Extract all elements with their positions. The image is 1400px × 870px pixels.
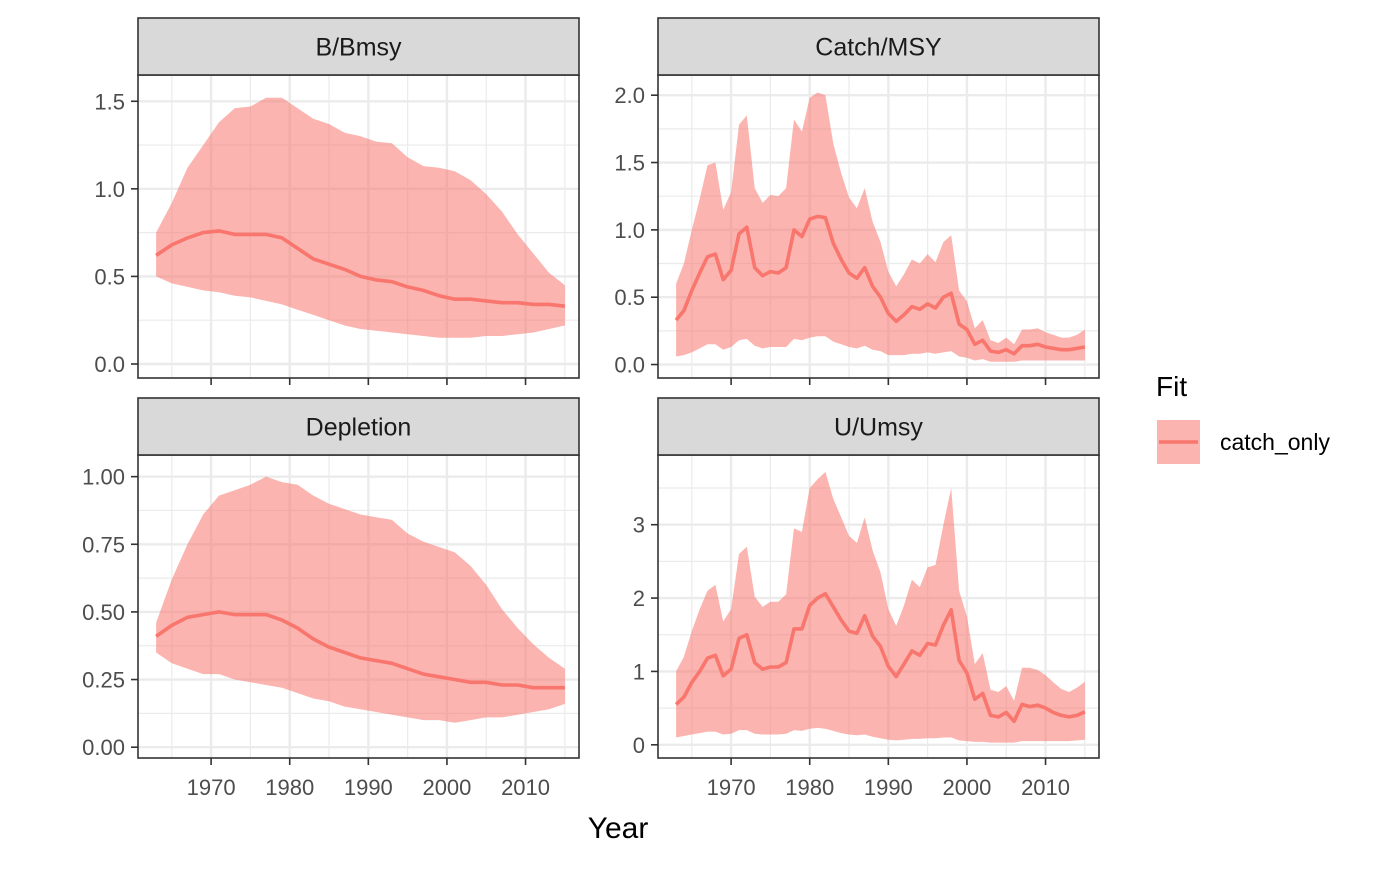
y-tick-label: 1.00: [82, 465, 125, 490]
confidence-ribbon-catch_only: [156, 97, 565, 338]
y-tick-label: 1.5: [614, 151, 645, 176]
series-line-catch_only: [674, 591, 1086, 724]
facet-strip: [137, 17, 580, 76]
facet-panel-4: U/Umsy 0 1 2 3 1970 1980 1990 2000 2010: [633, 397, 1100, 800]
facet-panel-1: B/Bmsy 0.0 0.5 1.0 1.5: [94, 17, 580, 385]
y-tick-label: 0: [633, 733, 645, 758]
confidence-ribbon-catch_only: [676, 471, 1085, 743]
legend: Fit catch_only: [1156, 371, 1330, 464]
legend-label: catch_only: [1220, 429, 1330, 455]
y-tick-label: 0.25: [82, 668, 125, 693]
x-tick-label: 1990: [344, 775, 393, 800]
y-tick-label: 1.5: [94, 89, 125, 114]
facet-strip-label: Depletion: [306, 414, 412, 442]
series-line-catch_only: [155, 610, 565, 690]
y-tick-label: 1.0: [614, 218, 645, 243]
x-tick-label: 2010: [1021, 775, 1070, 800]
x-tick-label: 1990: [864, 775, 913, 800]
x-tick-label: 1970: [187, 775, 236, 800]
legend-title: Fit: [1156, 371, 1187, 402]
y-tick-label: 3: [633, 513, 645, 538]
x-tick-label: 1970: [707, 775, 756, 800]
y-tick-label: 0.5: [94, 264, 125, 289]
facet-strip: [137, 397, 580, 456]
y-tick-label: 1.0: [94, 177, 125, 202]
y-tick-label: 2.0: [614, 83, 645, 108]
y-tick-label: 0.5: [614, 285, 645, 310]
facet-strip-label: U/Umsy: [834, 414, 923, 442]
y-tick-label: 0.0: [94, 352, 125, 377]
facet-strip-label: B/Bmsy: [315, 34, 402, 62]
x-tick-label: 2010: [501, 775, 550, 800]
facet-panel-3: Depletion 0.00 0.25 0.50 0.75 1.00 1970 1980 199…: [82, 397, 580, 800]
y-tick-label: 1: [633, 659, 645, 684]
x-tick-label: 1980: [265, 775, 314, 800]
y-tick-label: 0.00: [82, 735, 125, 760]
y-tick-label: 2: [633, 586, 645, 611]
facet-strip: [657, 17, 1100, 76]
facet-strip: [657, 397, 1100, 456]
x-tick-label: 2000: [942, 775, 991, 800]
x-axis-title: Year: [588, 812, 649, 845]
y-tick-label: 0.50: [82, 600, 125, 625]
confidence-ribbon-catch_only: [676, 92, 1085, 362]
facet-panel-2: Catch/MSY 0.0 0.5 1.0 1.5 2.0: [614, 17, 1100, 385]
facet-strip-label: Catch/MSY: [815, 34, 942, 62]
x-tick-label: 2000: [422, 775, 471, 800]
x-tick-label: 1980: [785, 775, 834, 800]
y-tick-label: 0.0: [614, 353, 645, 378]
series-line-catch_only: [155, 229, 566, 308]
series-line-catch_only: [674, 214, 1086, 356]
confidence-ribbon-catch_only: [156, 476, 565, 723]
y-tick-label: 0.75: [82, 532, 125, 557]
